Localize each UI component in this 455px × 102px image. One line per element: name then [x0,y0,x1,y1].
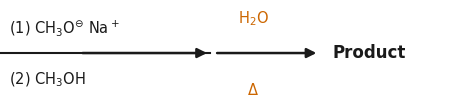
Text: (1) CH$_3$O$^{\ominus}$ Na$^+$: (1) CH$_3$O$^{\ominus}$ Na$^+$ [9,19,120,38]
Text: Product: Product [332,44,405,62]
Text: $\Delta$: $\Delta$ [247,82,258,98]
Text: H$_2$O: H$_2$O [237,9,268,28]
Text: (2) CH$_3$OH: (2) CH$_3$OH [9,70,86,89]
